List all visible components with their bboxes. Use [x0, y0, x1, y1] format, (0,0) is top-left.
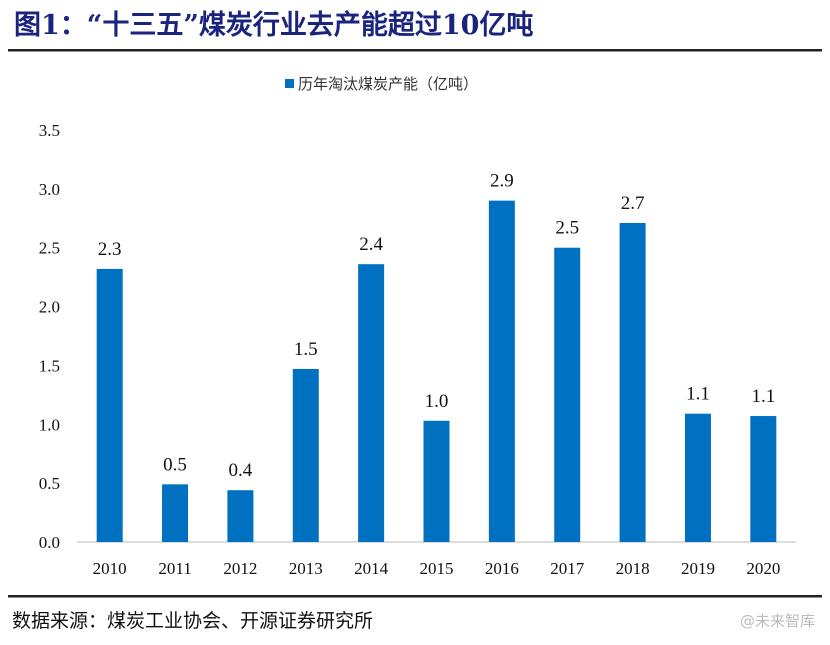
- x-tick-label: 2011: [158, 559, 191, 578]
- legend-swatch: [285, 79, 294, 88]
- bar-2011: [162, 484, 189, 542]
- y-tick-label: 0.5: [39, 474, 60, 493]
- y-tick-label: 3.0: [39, 180, 60, 199]
- y-tick-label: 1.5: [39, 356, 60, 375]
- x-tick-label: 2013: [289, 559, 323, 578]
- data-label: 1.1: [751, 386, 775, 407]
- data-label: 0.5: [163, 454, 187, 475]
- bar-2012: [227, 490, 254, 542]
- bar-2010: [96, 268, 123, 542]
- data-label: 2.9: [490, 171, 514, 192]
- x-tick-label: 2014: [354, 559, 389, 578]
- data-label: 1.5: [294, 339, 318, 360]
- legend-label: 历年淘汰煤炭产能（亿吨）: [298, 75, 478, 93]
- x-tick-label: 2016: [485, 559, 519, 578]
- bar-2013: [292, 368, 319, 542]
- y-tick-label: 1.0: [39, 415, 60, 434]
- y-tick-label: 0.0: [39, 533, 60, 552]
- x-tick-label: 2018: [616, 559, 650, 578]
- bar-2019: [684, 413, 711, 542]
- x-tick-label: 2017: [550, 559, 585, 578]
- x-tick-label: 2010: [93, 559, 127, 578]
- x-tick-label: 2019: [681, 559, 715, 578]
- source-note: 数据来源：煤炭工业协会、开源证券研究所: [12, 610, 373, 632]
- data-label: 0.4: [229, 460, 253, 481]
- y-tick-label: 2.0: [39, 298, 60, 317]
- data-label: 1.1: [686, 384, 710, 405]
- title-divider: [8, 49, 822, 52]
- figure-title: 图1：“十三五”煤炭行业去产能超过10亿吨: [14, 9, 533, 41]
- x-tick-label: 2015: [420, 559, 454, 578]
- data-label: 2.4: [359, 234, 383, 255]
- data-label: 2.5: [555, 218, 579, 239]
- bar-2014: [358, 264, 385, 542]
- bar-2016: [488, 200, 515, 542]
- y-tick-label: 3.5: [39, 121, 60, 140]
- y-tick-label: 2.5: [39, 239, 60, 258]
- bar-2020: [750, 416, 777, 542]
- bar-2018: [619, 222, 646, 542]
- bar-2015: [423, 420, 450, 542]
- bar-2017: [554, 247, 581, 542]
- x-tick-label: 2012: [223, 559, 257, 578]
- data-label: 2.3: [98, 239, 122, 260]
- x-tick-label: 2020: [746, 559, 780, 578]
- watermark: @未来智库: [740, 612, 815, 630]
- data-label: 1.0: [425, 391, 449, 412]
- data-label: 2.7: [621, 193, 645, 214]
- footer-divider: [8, 595, 822, 598]
